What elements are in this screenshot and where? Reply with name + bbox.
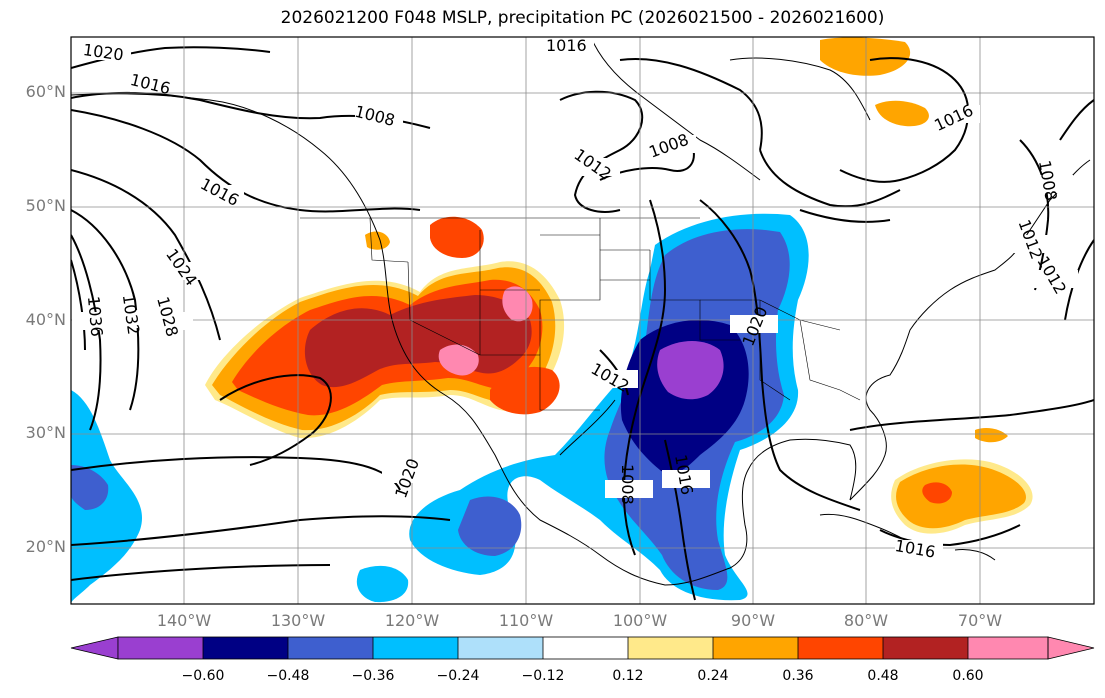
precip-negative-pacific [71, 390, 409, 604]
precip-positive-west [205, 216, 565, 439]
coastlines [71, 37, 1091, 586]
colorbar-segment [373, 637, 458, 659]
lat-label: 30°N [25, 423, 66, 442]
colorbar [70, 636, 1095, 660]
lon-label: 70°W [957, 611, 1003, 630]
isobars [71, 46, 1094, 601]
colorbar-tick-label: 0.60 [952, 668, 984, 684]
isobar-label: 1012 [588, 359, 633, 396]
colorbar-tick-label: −0.60 [181, 668, 225, 684]
map-title: 2026021200 F048 MSLP, precipitation PC (… [280, 8, 885, 28]
colorbar-segment [118, 637, 203, 659]
lon-label: 100°W [612, 611, 668, 630]
isobar-label: 1016 [197, 174, 242, 210]
colorbar-tick-label: −0.48 [266, 668, 310, 684]
colorbar-segment [713, 637, 798, 659]
lon-label: 120°W [384, 611, 440, 630]
colorbar-segment [798, 637, 883, 659]
colorbar-tick-label: −0.12 [521, 668, 565, 684]
state-borders [300, 217, 861, 411]
colorbar-segment [458, 637, 543, 659]
colorbar-segment [883, 637, 968, 659]
colorbar-tick-label: 0.12 [612, 668, 644, 684]
colorbar-tick-label: 0.36 [782, 668, 814, 684]
lon-label: 80°W [843, 611, 889, 630]
colorbar-tick-label: 0.48 [867, 668, 899, 684]
colorbar-segment [543, 637, 628, 659]
plot-frame [70, 36, 1095, 605]
lon-label: 90°W [730, 611, 776, 630]
isobar-label: 1008 [646, 130, 691, 162]
lat-label: 40°N [25, 310, 66, 329]
isobar-label: 1008 [618, 464, 637, 505]
isobar-label: 1008 [1035, 159, 1061, 202]
colorbar-segment [968, 637, 1048, 659]
colorbar-segment [203, 637, 288, 659]
lat-label: 60°N [25, 82, 66, 101]
colorbar-tick-label: −0.36 [351, 668, 395, 684]
isobar-label: 1012 [571, 145, 615, 184]
lon-label: 130°W [270, 611, 326, 630]
colorbar-segment [70, 636, 119, 660]
isobar-label: 1016 [546, 36, 587, 55]
colorbar-tick-label: 0.24 [697, 668, 729, 684]
colorbar-segment [288, 637, 373, 659]
colorbar-segment [628, 637, 713, 659]
colorbar-tick-label: −0.24 [436, 668, 480, 684]
lat-label: 20°N [25, 537, 66, 556]
lon-label: 110°W [498, 611, 554, 630]
lon-label: 140°W [156, 611, 212, 630]
colorbar-segment [1047, 636, 1095, 660]
precip-positive-east [820, 37, 1033, 534]
isobar-label: 1036 [84, 295, 106, 337]
isobar-label: 1032 [119, 293, 143, 336]
lat-label: 50°N [25, 196, 66, 215]
